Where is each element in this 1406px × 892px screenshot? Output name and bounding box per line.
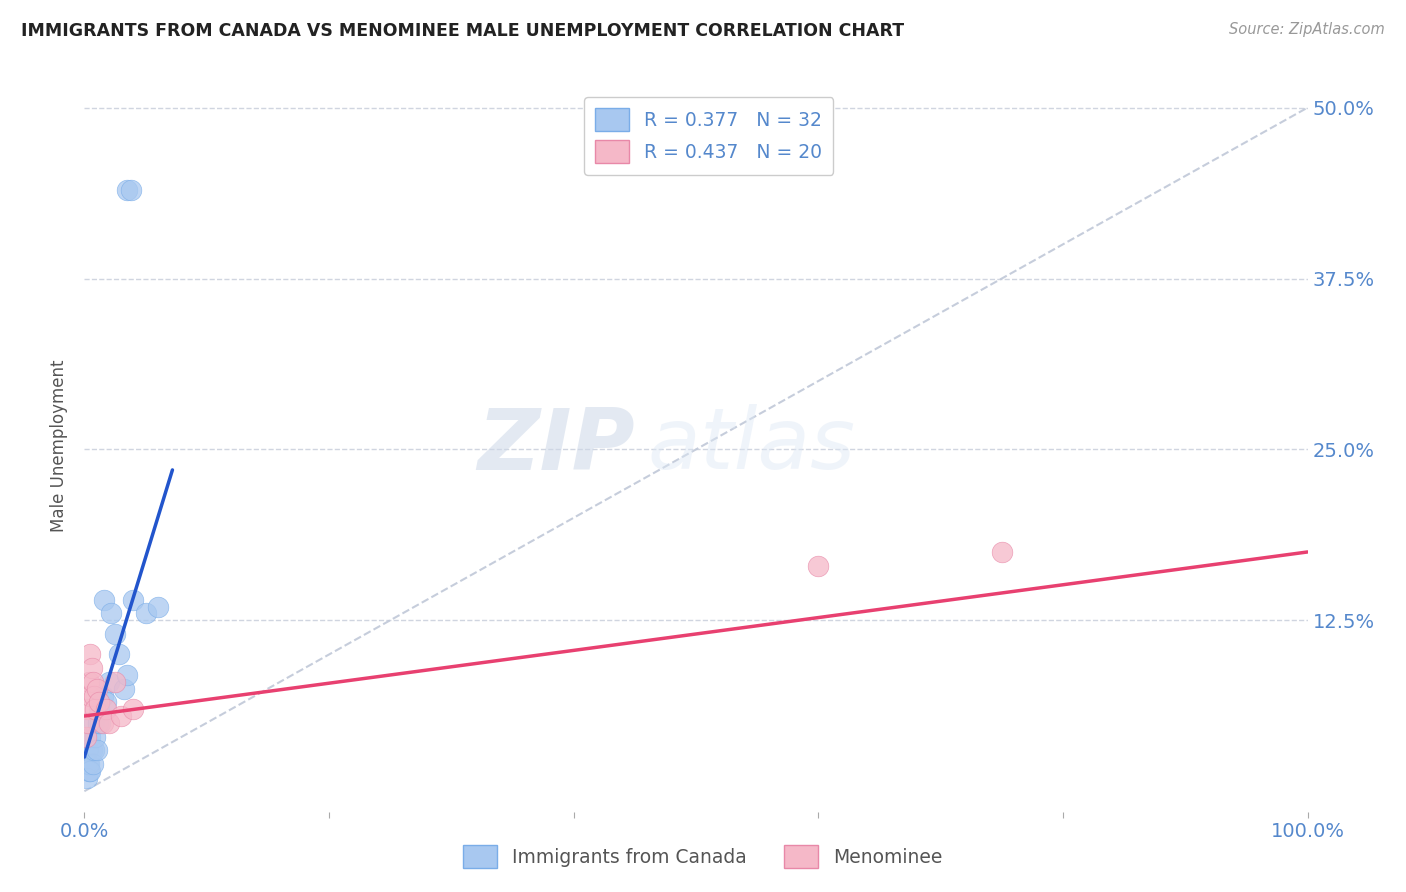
Point	[97, 674, 120, 689]
Point	[86, 681, 108, 696]
Point	[80, 743, 103, 757]
Point	[79, 689, 101, 703]
Point	[115, 668, 138, 682]
Point	[91, 689, 114, 703]
Point	[77, 756, 100, 771]
Point	[86, 743, 108, 757]
Point	[120, 183, 142, 197]
Point	[87, 715, 110, 730]
Point	[104, 627, 127, 641]
Point	[87, 695, 110, 709]
Point	[76, 743, 98, 757]
Point	[991, 545, 1014, 559]
Point	[135, 607, 157, 621]
Point	[75, 756, 97, 771]
Point	[84, 730, 107, 744]
Point	[97, 715, 120, 730]
Point	[112, 681, 135, 696]
Point	[77, 743, 100, 757]
Point	[146, 599, 169, 614]
Point	[115, 183, 138, 197]
Text: atlas: atlas	[647, 404, 855, 488]
Point	[77, 715, 100, 730]
Point	[91, 715, 114, 730]
Point	[75, 730, 97, 744]
Point	[79, 764, 101, 778]
Point	[83, 689, 105, 703]
Point	[84, 702, 107, 716]
Legend: R = 0.377   N = 32, R = 0.437   N = 20: R = 0.377 N = 32, R = 0.437 N = 20	[583, 97, 834, 175]
Point	[96, 702, 118, 716]
Point	[100, 607, 122, 621]
Point	[76, 771, 98, 785]
Point	[87, 702, 110, 716]
Point	[104, 674, 127, 689]
Point	[77, 674, 100, 689]
Point	[77, 764, 100, 778]
Point	[89, 715, 111, 730]
Point	[76, 702, 98, 716]
Y-axis label: Male Unemployment: Male Unemployment	[51, 359, 69, 533]
Text: IMMIGRANTS FROM CANADA VS MENOMINEE MALE UNEMPLOYMENT CORRELATION CHART: IMMIGRANTS FROM CANADA VS MENOMINEE MALE…	[21, 22, 904, 40]
Point	[82, 756, 104, 771]
Point	[79, 730, 101, 744]
Point	[83, 743, 105, 757]
Point	[107, 648, 129, 662]
Text: ZIP: ZIP	[477, 404, 636, 488]
Point	[122, 592, 145, 607]
Point	[82, 674, 104, 689]
Point	[77, 756, 100, 771]
Point	[110, 709, 132, 723]
Point	[807, 558, 830, 573]
Point	[96, 695, 118, 709]
Point	[122, 702, 145, 716]
Point	[83, 715, 105, 730]
Point	[93, 592, 115, 607]
Legend: Immigrants from Canada, Menominee: Immigrants from Canada, Menominee	[456, 838, 950, 875]
Text: Source: ZipAtlas.com: Source: ZipAtlas.com	[1229, 22, 1385, 37]
Point	[79, 648, 101, 662]
Point	[80, 661, 103, 675]
